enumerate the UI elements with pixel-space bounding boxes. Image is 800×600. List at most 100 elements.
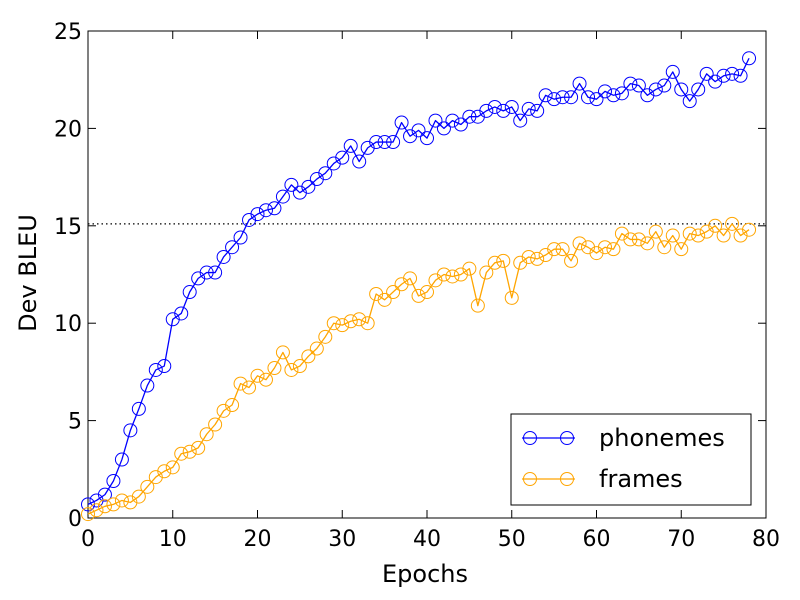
data-point-frames	[208, 417, 223, 432]
data-point-phonemes	[716, 68, 731, 83]
data-point-phonemes	[648, 82, 663, 97]
data-point-frames	[191, 440, 206, 455]
data-point-frames	[81, 507, 95, 522]
data-point-frames	[530, 251, 545, 266]
data-point-phonemes	[665, 64, 680, 79]
data-point-phonemes	[394, 115, 409, 130]
data-point-frames	[411, 288, 426, 303]
data-point-frames	[725, 216, 740, 231]
data-point-frames	[352, 312, 367, 327]
data-point-phonemes	[258, 203, 273, 218]
data-point-phonemes	[623, 76, 638, 91]
data-point-phonemes	[691, 82, 706, 97]
series-frames	[81, 216, 757, 522]
data-point-frames	[360, 316, 375, 331]
data-point-frames	[225, 398, 240, 413]
data-point-phonemes	[428, 113, 443, 128]
data-point-phonemes	[547, 92, 562, 107]
data-point-frames	[267, 361, 282, 376]
data-point-phonemes	[148, 362, 163, 377]
data-point-frames	[479, 265, 494, 280]
x-tick-label: 30	[328, 527, 356, 552]
data-point-frames	[174, 446, 189, 461]
data-point-phonemes	[174, 306, 189, 321]
data-point-phonemes	[97, 487, 112, 502]
data-point-frames	[233, 376, 248, 391]
data-point-frames	[284, 362, 299, 377]
series-line-frames	[87, 223, 750, 515]
data-point-frames	[275, 345, 290, 360]
data-point-phonemes	[225, 240, 240, 255]
data-point-phonemes	[699, 66, 714, 81]
data-point-frames	[242, 380, 257, 395]
data-point-phonemes	[208, 265, 223, 280]
data-point-phonemes	[335, 150, 350, 165]
data-point-frames	[682, 226, 697, 241]
y-tick-label: 25	[54, 20, 82, 45]
data-point-phonemes	[538, 88, 553, 103]
data-point-frames	[742, 222, 757, 237]
data-point-frames	[547, 242, 562, 257]
data-point-phonemes	[597, 84, 612, 99]
data-point-frames	[309, 341, 324, 356]
x-tick-label: 80	[752, 527, 780, 552]
data-point-frames	[140, 479, 155, 494]
legend-label-phonemes: phonemes	[599, 424, 725, 452]
data-point-frames	[716, 228, 731, 243]
data-point-phonemes	[555, 90, 570, 105]
data-point-phonemes	[114, 452, 129, 467]
data-point-frames	[343, 314, 358, 329]
data-point-phonemes	[123, 423, 138, 438]
legend-box	[510, 413, 752, 506]
data-point-frames	[89, 503, 104, 518]
data-point-frames	[403, 271, 418, 286]
x-tick-label: 60	[583, 527, 611, 552]
legend-entry-frames: frames	[522, 465, 683, 493]
data-point-phonemes	[564, 90, 579, 105]
data-point-frames	[131, 489, 146, 504]
x-tick-label: 0	[81, 527, 95, 552]
series-layer	[81, 51, 757, 522]
data-point-frames	[470, 298, 485, 313]
data-point-frames	[445, 269, 460, 284]
data-point-frames	[572, 236, 587, 251]
data-point-phonemes	[589, 92, 604, 107]
x-tick-label: 10	[159, 527, 187, 552]
data-point-frames	[708, 218, 723, 233]
x-tick-label: 40	[413, 527, 441, 552]
data-point-phonemes	[453, 117, 468, 132]
plot-area	[81, 30, 767, 522]
data-point-phonemes	[581, 90, 596, 105]
data-point-phonemes	[369, 135, 384, 150]
data-point-phonemes	[504, 99, 519, 114]
data-point-frames	[377, 292, 392, 307]
data-point-phonemes	[386, 135, 401, 150]
data-point-frames	[165, 460, 180, 475]
data-point-phonemes	[250, 207, 265, 222]
data-point-phonemes	[674, 82, 689, 97]
data-point-phonemes	[233, 230, 248, 245]
data-point-frames	[665, 228, 680, 243]
data-point-phonemes	[530, 103, 545, 118]
data-point-frames	[114, 493, 129, 508]
data-point-phonemes	[742, 51, 757, 66]
data-point-frames	[496, 253, 511, 268]
data-point-frames	[199, 427, 214, 442]
data-point-phonemes	[682, 94, 697, 109]
data-point-frames	[182, 444, 197, 459]
data-point-frames	[597, 240, 612, 255]
data-point-phonemes	[301, 179, 316, 194]
y-axis-label: Dev BLEU	[14, 214, 42, 332]
data-point-frames	[631, 232, 646, 247]
y-tick-label: 5	[68, 410, 82, 435]
data-point-phonemes	[267, 201, 282, 216]
data-point-frames	[97, 499, 112, 514]
data-point-phonemes	[496, 103, 511, 118]
data-point-phonemes	[733, 68, 748, 83]
data-point-frames	[691, 228, 706, 243]
data-point-frames	[157, 464, 172, 479]
y-tick-label: 0	[68, 507, 82, 532]
data-point-frames	[386, 285, 401, 300]
data-point-phonemes	[657, 78, 672, 93]
